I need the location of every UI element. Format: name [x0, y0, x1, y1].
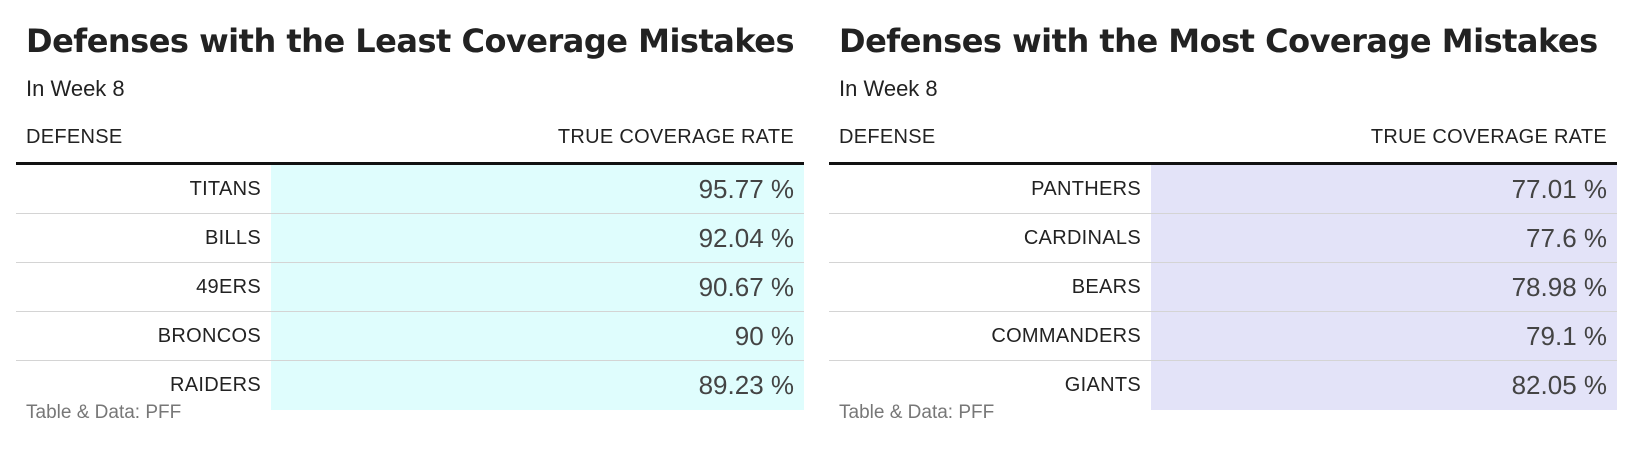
rate-cell: 95.77 %: [271, 165, 804, 213]
source-note: Table & Data: PFF: [26, 402, 182, 423]
header-divider: [829, 162, 1617, 165]
table-body: PANTHERS 77.01 % CARDINALS 77.6 % BEARS …: [829, 165, 1617, 410]
rate-cell: 90 %: [271, 312, 804, 360]
rate-cell: 77.01 %: [1151, 165, 1617, 213]
table-row: COMMANDERS 79.1 %: [829, 312, 1617, 361]
rate-cell: 79.1 %: [1151, 312, 1617, 360]
table-row: RAIDERS 89.23 %: [16, 361, 804, 410]
team-cell: 49ERS: [196, 275, 261, 298]
column-header-defense: DEFENSE: [839, 126, 936, 148]
most-mistakes-table: Defenses with the Most Coverage Mistakes…: [829, 0, 1617, 457]
column-header-rate: TRUE COVERAGE RATE: [1370, 126, 1607, 148]
table-row: 49ERS 90.67 %: [16, 263, 804, 312]
table-row: BILLS 92.04 %: [16, 214, 804, 263]
team-cell: COMMANDERS: [991, 324, 1141, 347]
table-row: CARDINALS 77.6 %: [829, 214, 1617, 263]
rate-cell: 77.6 %: [1151, 214, 1617, 262]
team-cell: CARDINALS: [1023, 226, 1141, 249]
rate-cell: 89.23 %: [271, 361, 804, 410]
table-row: BEARS 78.98 %: [829, 263, 1617, 312]
header-divider: [16, 162, 804, 165]
table-title: Defenses with the Least Coverage Mistake…: [26, 22, 795, 60]
column-header-defense: DEFENSE: [26, 126, 123, 148]
source-note: Table & Data: PFF: [839, 402, 995, 423]
least-mistakes-table: Defenses with the Least Coverage Mistake…: [16, 0, 804, 457]
rate-cell: 82.05 %: [1151, 361, 1617, 410]
table-subtitle: In Week 8: [26, 76, 125, 101]
rate-cell: 90.67 %: [271, 263, 804, 311]
rate-cell: 92.04 %: [271, 214, 804, 262]
team-cell: BILLS: [205, 226, 261, 249]
table-subtitle: In Week 8: [839, 76, 938, 101]
table-body: TITANS 95.77 % BILLS 92.04 % 49ERS 90.67…: [16, 165, 804, 410]
team-cell: TITANS: [189, 177, 261, 200]
team-cell: BRONCOS: [157, 324, 261, 347]
team-cell: RAIDERS: [169, 374, 261, 396]
table-title: Defenses with the Most Coverage Mistakes: [839, 22, 1598, 60]
table-row: TITANS 95.77 %: [16, 165, 804, 214]
table-row: PANTHERS 77.01 %: [829, 165, 1617, 214]
table-row: GIANTS 82.05 %: [829, 361, 1617, 410]
team-cell: BEARS: [1071, 275, 1141, 298]
team-cell: GIANTS: [1064, 374, 1141, 396]
column-header-rate: TRUE COVERAGE RATE: [557, 126, 794, 148]
table-row: BRONCOS 90 %: [16, 312, 804, 361]
rate-cell: 78.98 %: [1151, 263, 1617, 311]
team-cell: PANTHERS: [1031, 177, 1141, 200]
